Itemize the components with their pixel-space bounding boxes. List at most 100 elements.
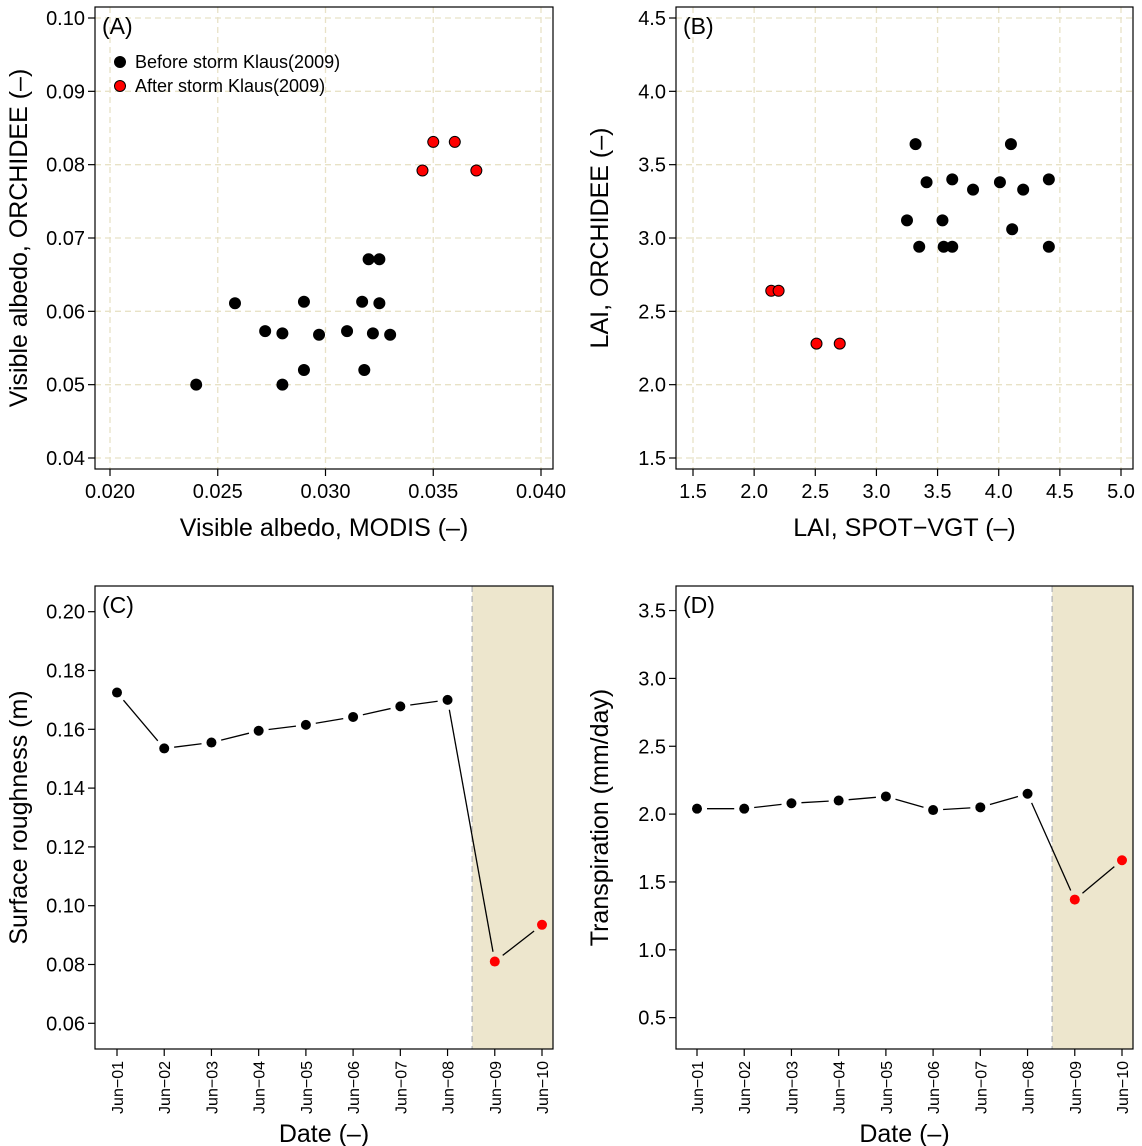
series-after-storm — [765, 284, 846, 350]
y-tick-label: 0.20 — [46, 602, 85, 624]
panel-label: (C) — [102, 592, 134, 618]
line-segment — [410, 700, 438, 706]
y-tick-label: 0.07 — [46, 228, 85, 250]
y-axis: 1.5 2.0 2.5 3.0 3.5 4.0 4.5 — [638, 8, 676, 470]
x-tick-label: Jun−06 — [346, 1061, 363, 1114]
series-line — [707, 795, 1115, 894]
line-segment — [1031, 802, 1072, 891]
x-tick-label: Jun−10 — [1115, 1061, 1132, 1114]
line-segment — [502, 930, 535, 956]
x-tick-label: 0.030 — [300, 481, 350, 503]
x-tick-label: 0.020 — [85, 481, 135, 503]
x-axis-title: Date (–) — [279, 1120, 369, 1146]
x-tick-label: 2.5 — [801, 481, 829, 503]
x-tick-label: 4.5 — [1046, 481, 1074, 503]
y-tick-label: 0.04 — [46, 448, 85, 470]
data-point — [909, 138, 922, 151]
y-axis-title: Surface roughness (m) — [5, 690, 33, 944]
line-segment — [448, 709, 494, 952]
x-tick-label: Jun−07 — [393, 1061, 410, 1114]
plot-frame — [675, 585, 1134, 1050]
x-tick-label: Jun−04 — [832, 1061, 849, 1114]
x-axis: Jun−01 Jun−02 Jun−03 Jun−04 Jun−05 Jun−06 Jun−… — [690, 1049, 1132, 1114]
y-tick-label: 0.06 — [46, 301, 85, 323]
data-point — [384, 328, 397, 341]
data-point — [692, 803, 702, 814]
data-point — [936, 214, 949, 227]
data-point — [1042, 173, 1055, 186]
data-point — [356, 295, 369, 308]
data-point — [1004, 138, 1017, 151]
data-point — [427, 135, 440, 148]
x-tick-label: 3.0 — [863, 481, 891, 503]
data-point — [206, 737, 217, 748]
data-point — [366, 327, 379, 340]
data-point — [190, 378, 203, 391]
series-after-storm — [416, 135, 483, 177]
data-point — [276, 327, 289, 340]
x-axis-title: LAI, SPOT−VGT (–) — [793, 514, 1016, 542]
y-tick-label: 0.10 — [46, 896, 85, 918]
data-point — [1017, 183, 1030, 196]
plot-frame — [675, 6, 1134, 470]
y-tick-label: 0.16 — [46, 719, 85, 741]
line-segment — [989, 795, 1019, 806]
data-point — [946, 240, 959, 253]
panel-label: (D) — [683, 592, 715, 618]
data-point — [297, 364, 310, 376]
x-axis-title: Visible albedo, MODIS (–) — [180, 514, 469, 542]
x-tick-label: 0.040 — [516, 481, 566, 503]
line-segment — [943, 807, 971, 811]
data-point — [470, 164, 483, 177]
grid — [95, 7, 553, 469]
data-point — [362, 253, 375, 266]
data-point — [772, 284, 785, 297]
line-segment — [315, 717, 344, 724]
data-point — [810, 337, 823, 350]
y-axis: 0.5 1.0 1.5 2.0 2.5 3.0 3.5 — [638, 601, 676, 1030]
y-tick-label: 0.14 — [46, 778, 85, 800]
data-point — [993, 176, 1006, 189]
x-axis: 1.5 2.0 2.5 3.0 3.5 4.0 4.5 5.0 — [679, 469, 1135, 503]
line-segment — [268, 725, 297, 731]
x-tick-label: Jun−01 — [110, 1061, 127, 1114]
y-axis-title: Visible albedo, ORCHIDEE (–) — [5, 69, 33, 408]
storm-period-band — [472, 586, 553, 1049]
x-tick-label: 2.0 — [740, 481, 768, 503]
x-axis: 0.020 0.025 0.030 0.035 0.040 — [85, 469, 566, 503]
data-point — [833, 795, 844, 806]
x-axis-title: Date (–) — [859, 1120, 949, 1146]
data-point — [253, 725, 264, 736]
y-tick-label: 0.18 — [46, 661, 85, 683]
y-tick-label: 3.0 — [638, 668, 666, 690]
line-segment — [362, 707, 391, 716]
data-point — [928, 805, 939, 816]
data-point — [297, 295, 310, 308]
y-tick-label: 0.5 — [638, 1008, 666, 1030]
x-tick-label: 0.025 — [193, 481, 243, 503]
data-point — [1069, 894, 1080, 905]
x-tick-label: Jun−03 — [784, 1061, 801, 1114]
x-axis: Jun−01 Jun−02 Jun−03 Jun−04 Jun−05 Jun−06 Jun−… — [110, 1049, 552, 1114]
data-point — [373, 253, 386, 266]
x-tick-label: Jun−03 — [204, 1061, 221, 1114]
x-tick-label: 4.0 — [985, 481, 1013, 503]
x-tick-label: 3.5 — [924, 481, 952, 503]
x-tick-label: 1.5 — [679, 481, 707, 503]
legend-label: Before storm Klaus(2009) — [135, 52, 340, 72]
line-segment — [220, 732, 250, 741]
data-point — [975, 802, 986, 813]
y-tick-label: 0.08 — [46, 155, 85, 177]
y-tick-label: 2.0 — [638, 375, 666, 397]
y-axis: 0.04 0.05 0.06 0.07 0.08 0.09 0.10 — [46, 8, 95, 470]
x-tick-label: Jun−02 — [737, 1061, 754, 1114]
data-point — [112, 687, 122, 698]
data-points — [112, 687, 547, 967]
data-point — [300, 719, 311, 730]
y-tick-label: 4.0 — [638, 81, 666, 103]
data-point — [1117, 855, 1127, 866]
data-point — [395, 701, 406, 712]
data-point — [1042, 240, 1055, 253]
data-point — [537, 919, 547, 930]
